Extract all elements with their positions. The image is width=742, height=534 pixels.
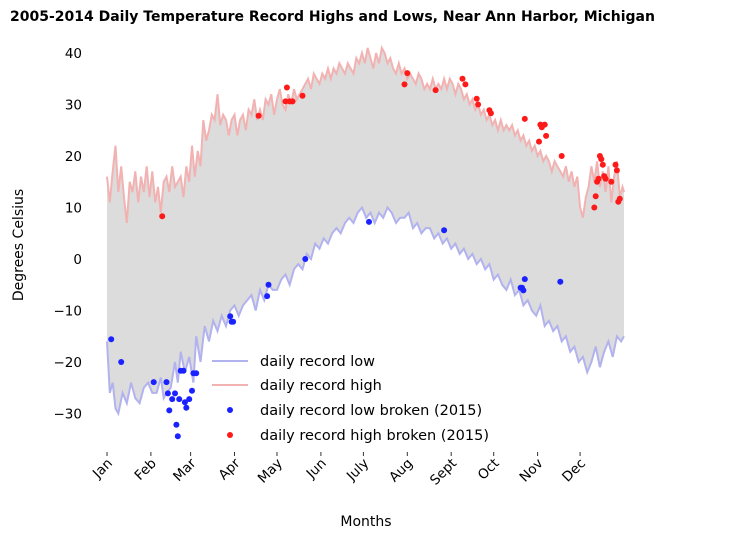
- low-broken-point-16: [189, 388, 195, 394]
- high-broken-point-36: [617, 196, 623, 202]
- low-broken-point-26: [441, 227, 447, 233]
- y-tick-label-4: 0: [73, 252, 82, 268]
- low-broken-point-14: [183, 405, 189, 411]
- high-broken-point-22: [559, 153, 565, 159]
- low-broken-point-22: [264, 293, 270, 299]
- legend-dot-record-low-broken: [227, 407, 233, 413]
- high-broken-point-8: [404, 70, 410, 76]
- low-broken-point-30: [522, 276, 528, 282]
- high-broken-point-7: [402, 81, 408, 87]
- y-tick-label-5: −10: [54, 304, 83, 320]
- high-broken-point-16: [522, 116, 528, 122]
- high-broken-point-29: [600, 162, 606, 168]
- high-broken-point-6: [300, 93, 306, 99]
- high-broken-point-32: [608, 179, 614, 185]
- y-tick-label-7: −30: [54, 407, 83, 423]
- low-broken-point-2: [151, 379, 157, 385]
- legend-label-record-high: daily record high: [260, 378, 382, 394]
- high-broken-point-21: [543, 133, 549, 139]
- high-broken-point-0: [159, 213, 165, 219]
- low-broken-point-23: [266, 282, 272, 288]
- low-broken-point-6: [169, 396, 175, 402]
- legend-label-record-high-broken: daily record high broken (2015): [260, 428, 489, 444]
- y-tick-label-6: −20: [54, 355, 83, 371]
- low-broken-point-12: [181, 368, 187, 374]
- high-broken-point-10: [460, 76, 466, 82]
- x-axis-label: Months: [340, 514, 391, 530]
- high-broken-point-13: [475, 102, 481, 108]
- legend-label-record-low-broken: daily record low broken (2015): [260, 403, 482, 419]
- high-broken-point-34: [614, 167, 620, 173]
- y-tick-label-0: 40: [65, 46, 82, 62]
- low-broken-point-0: [108, 336, 114, 342]
- low-broken-point-15: [186, 396, 192, 402]
- low-broken-point-8: [173, 422, 179, 428]
- low-broken-point-10: [176, 396, 182, 402]
- low-broken-point-21: [230, 319, 236, 325]
- y-axis-label: Degrees Celsius: [11, 189, 27, 301]
- high-broken-point-15: [488, 110, 494, 116]
- legend-label-record-low: daily record low: [260, 354, 375, 370]
- high-broken-point-23: [591, 205, 597, 211]
- high-broken-point-3: [284, 85, 290, 91]
- low-broken-point-19: [227, 313, 233, 319]
- low-broken-point-24: [302, 256, 308, 262]
- y-tick-label-2: 20: [65, 149, 82, 165]
- legend-dot-record-high-broken: [227, 432, 233, 438]
- high-broken-point-11: [462, 81, 468, 87]
- low-broken-point-1: [118, 359, 124, 365]
- high-broken-point-26: [596, 176, 602, 182]
- high-broken-point-5: [290, 98, 296, 104]
- y-tick-label-1: 30: [65, 98, 82, 114]
- high-broken-point-9: [433, 87, 439, 93]
- y-tick-label-3: 10: [65, 201, 82, 217]
- low-broken-point-3: [164, 379, 170, 385]
- low-broken-point-18: [193, 370, 199, 376]
- low-broken-point-7: [172, 390, 178, 396]
- low-broken-point-25: [366, 219, 372, 225]
- high-broken-point-24: [593, 193, 599, 199]
- high-broken-point-20: [542, 122, 548, 128]
- high-broken-point-17: [536, 139, 542, 145]
- low-broken-point-31: [557, 279, 563, 285]
- high-broken-point-1: [256, 113, 262, 119]
- low-broken-point-9: [175, 433, 181, 439]
- chart-title: 2005-2014 Daily Temperature Record Highs…: [10, 9, 655, 25]
- low-broken-point-5: [166, 407, 172, 413]
- high-broken-point-33: [613, 162, 619, 168]
- high-broken-point-31: [603, 176, 609, 182]
- low-broken-point-4: [165, 390, 171, 396]
- low-broken-point-29: [520, 287, 526, 293]
- high-broken-point-12: [474, 96, 480, 102]
- high-broken-point-28: [598, 156, 604, 162]
